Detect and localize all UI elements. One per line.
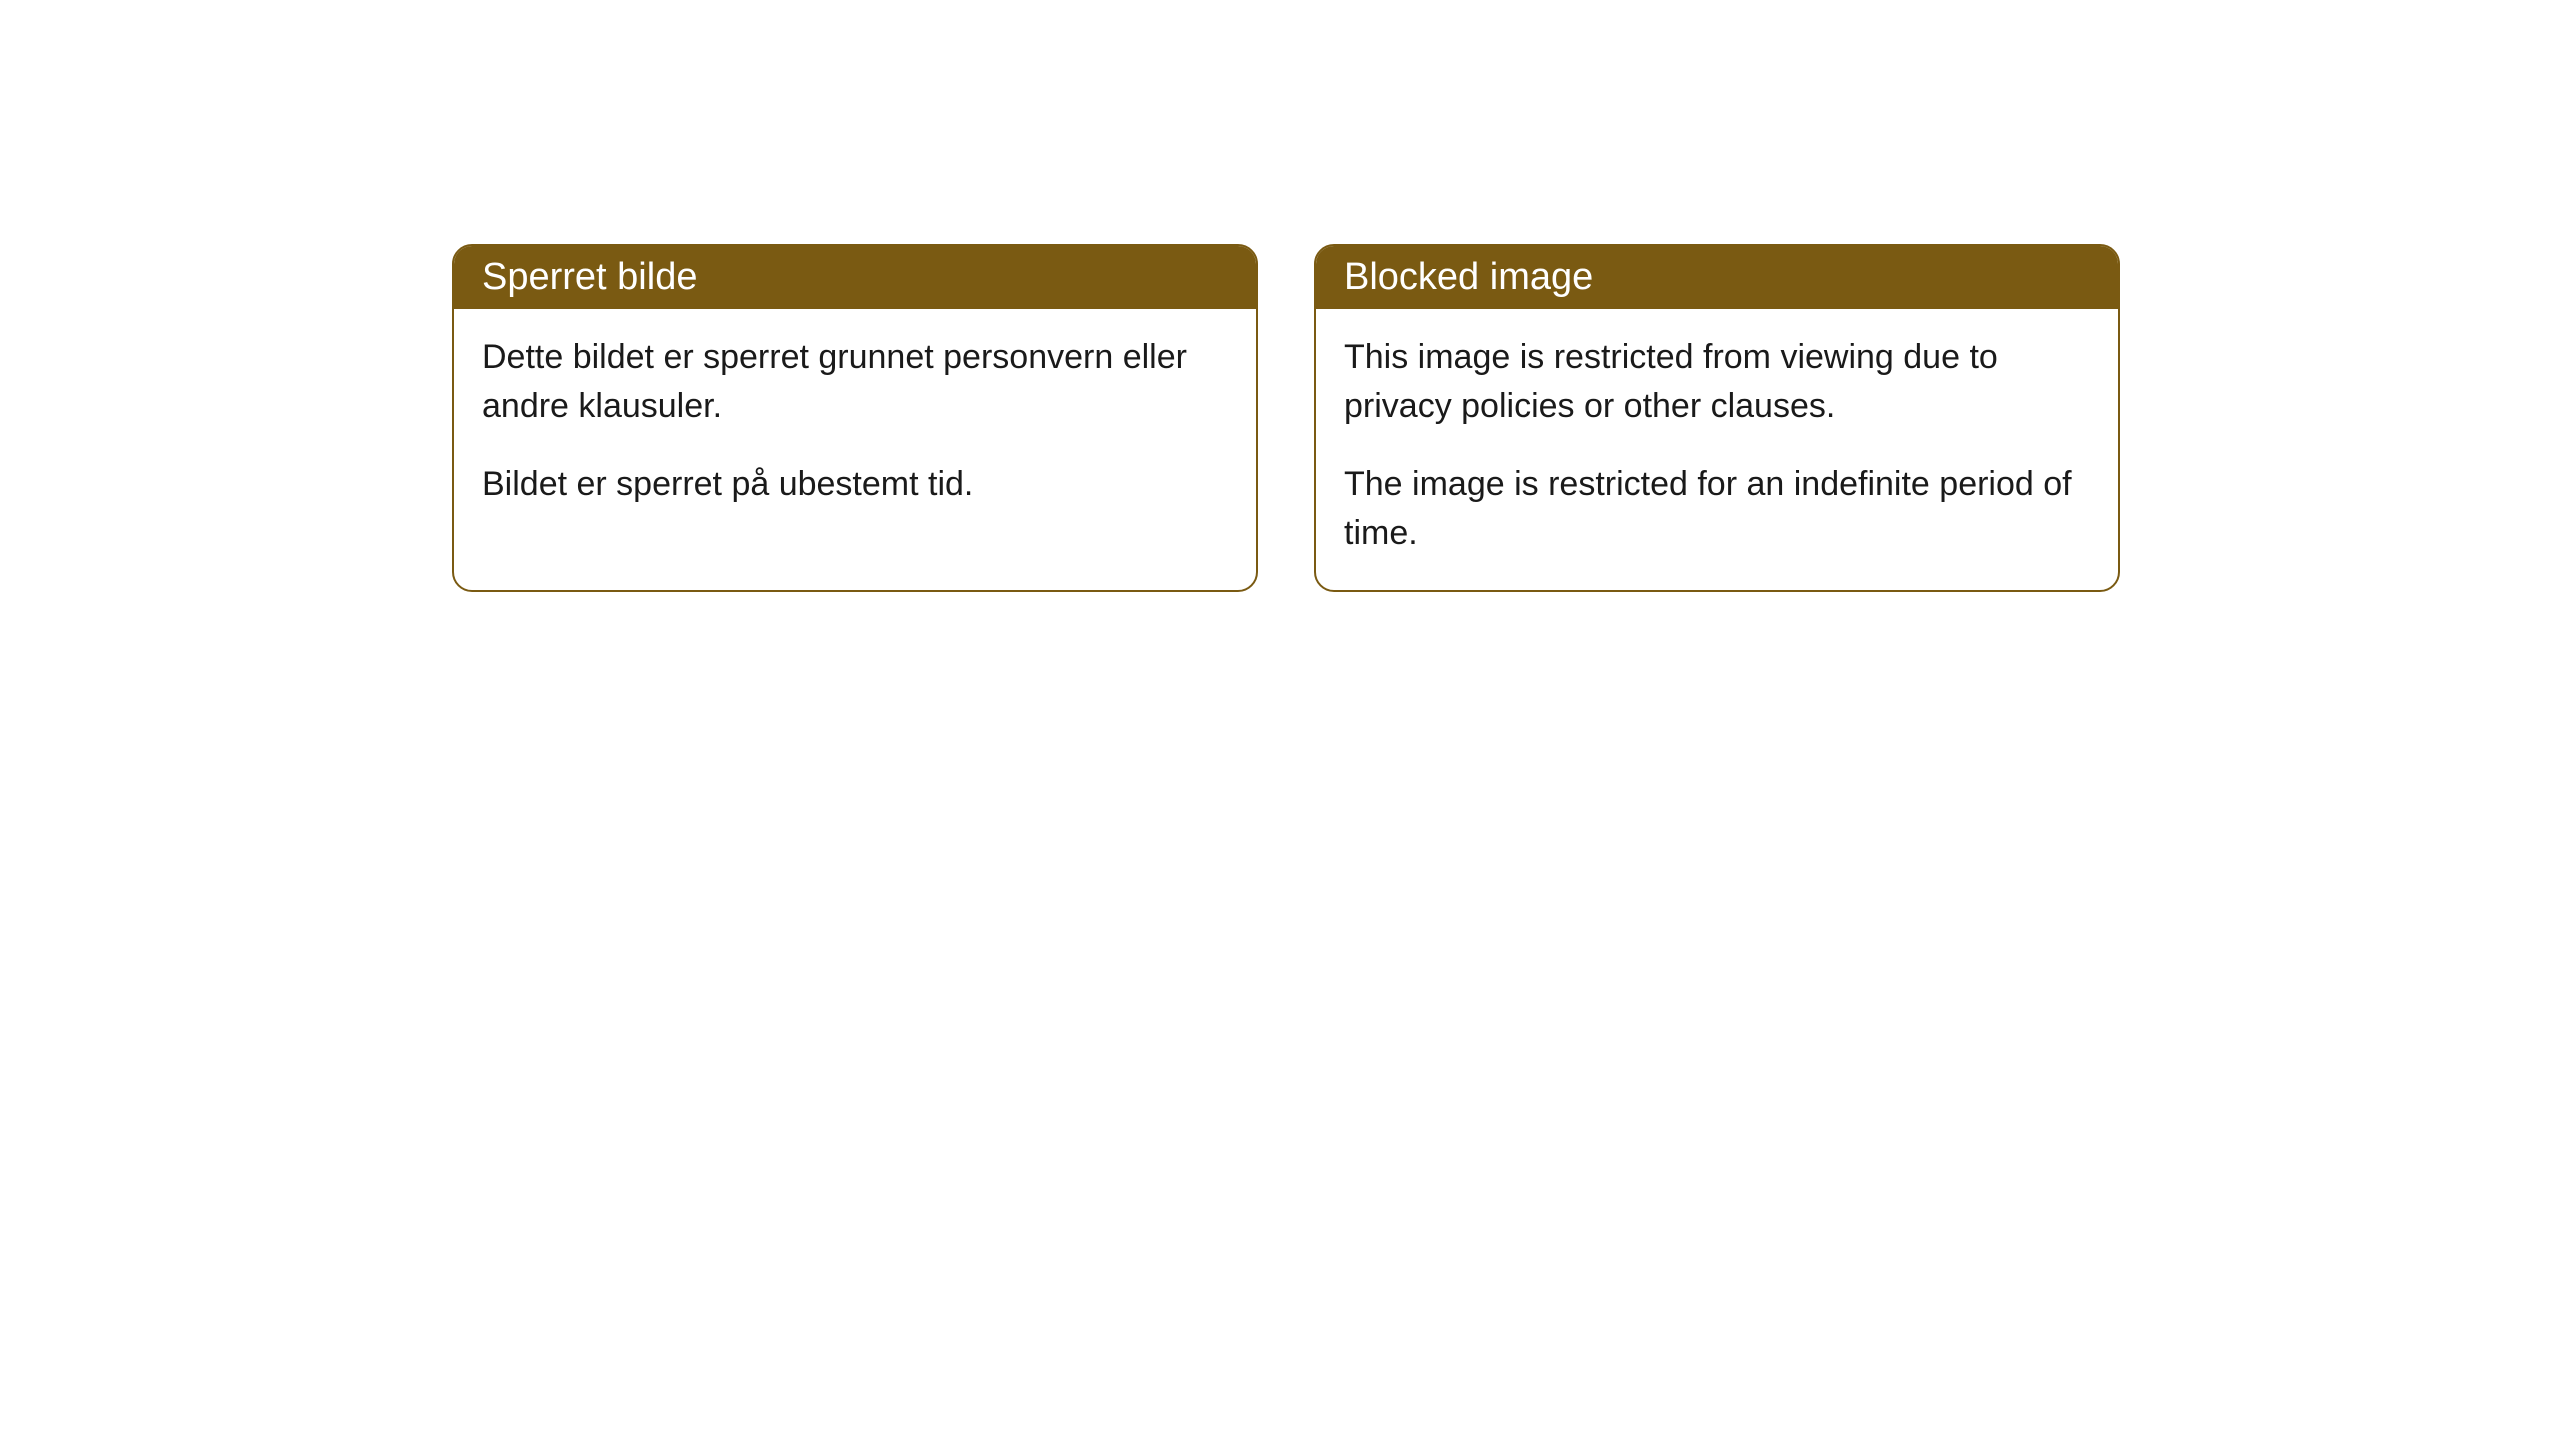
card-paragraph: Dette bildet er sperret grunnet personve… — [482, 333, 1228, 432]
card-title: Blocked image — [1344, 256, 1593, 298]
card-paragraph: Bildet er sperret på ubestemt tid. — [482, 460, 1228, 509]
blocked-image-card-english: Blocked image This image is restricted f… — [1314, 244, 2120, 592]
card-paragraph: The image is restricted for an indefinit… — [1344, 460, 2090, 559]
blocked-image-card-norwegian: Sperret bilde Dette bildet er sperret gr… — [452, 244, 1258, 592]
card-body: This image is restricted from viewing du… — [1316, 309, 2118, 590]
card-title: Sperret bilde — [482, 256, 697, 298]
card-header: Sperret bilde — [454, 246, 1256, 309]
card-body: Dette bildet er sperret grunnet personve… — [454, 309, 1256, 541]
cards-container: Sperret bilde Dette bildet er sperret gr… — [452, 244, 2120, 592]
card-paragraph: This image is restricted from viewing du… — [1344, 333, 2090, 432]
card-header: Blocked image — [1316, 246, 2118, 309]
